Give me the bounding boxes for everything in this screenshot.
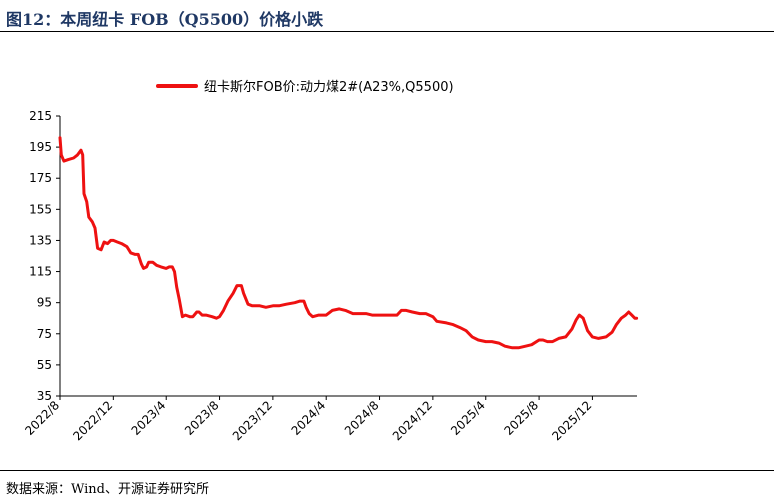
y-tick-label: 175 [29, 171, 52, 185]
y-tick-label: 75 [37, 327, 52, 341]
x-tick-label: 2022/8 [22, 398, 62, 438]
legend-label: 纽卡斯尔FOB价:动力煤2#(A23%,Q5500) [204, 80, 454, 95]
y-tick-label: 135 [29, 233, 52, 247]
y-tick-label: 215 [29, 109, 52, 123]
y-tick-label: 35 [37, 389, 52, 403]
x-tick-label: 2023/8 [182, 398, 222, 438]
y-tick-label: 195 [29, 140, 52, 154]
x-tick-label: 2025/8 [501, 398, 541, 438]
x-tick-label: 2022/12 [70, 398, 115, 443]
y-axis: 35 55 75 95 115 135 155 175 195 215 [29, 109, 61, 403]
figure-title: 图12：本周纽卡 FOB（Q5500）价格小跌 [6, 10, 324, 29]
x-tick-label: 2025/4 [448, 398, 488, 438]
series-line [58, 136, 639, 350]
source-rule [0, 470, 774, 471]
series-group [58, 136, 639, 350]
y-tick-label: 155 [29, 202, 52, 216]
y-tick-label: 115 [29, 265, 52, 279]
source-note: 数据来源：Wind、开源证券研究所 [6, 482, 209, 497]
y-tick-label: 95 [37, 296, 52, 310]
legend: 纽卡斯尔FOB价:动力煤2#(A23%,Q5500) [156, 80, 454, 95]
x-axis: 2022/8 2022/12 2023/4 2023/8 2023/12 2024/4 20… [22, 395, 637, 443]
y-tick-label: 55 [37, 358, 52, 372]
title-rule [0, 31, 774, 32]
x-tick-label: 2024/12 [390, 398, 435, 443]
x-tick-label: 2023/4 [129, 398, 169, 438]
x-tick-label: 2025/12 [549, 398, 594, 443]
x-tick-label: 2024/8 [342, 398, 382, 438]
x-tick-label: 2023/12 [230, 398, 275, 443]
x-tick-label: 2024/4 [289, 398, 329, 438]
